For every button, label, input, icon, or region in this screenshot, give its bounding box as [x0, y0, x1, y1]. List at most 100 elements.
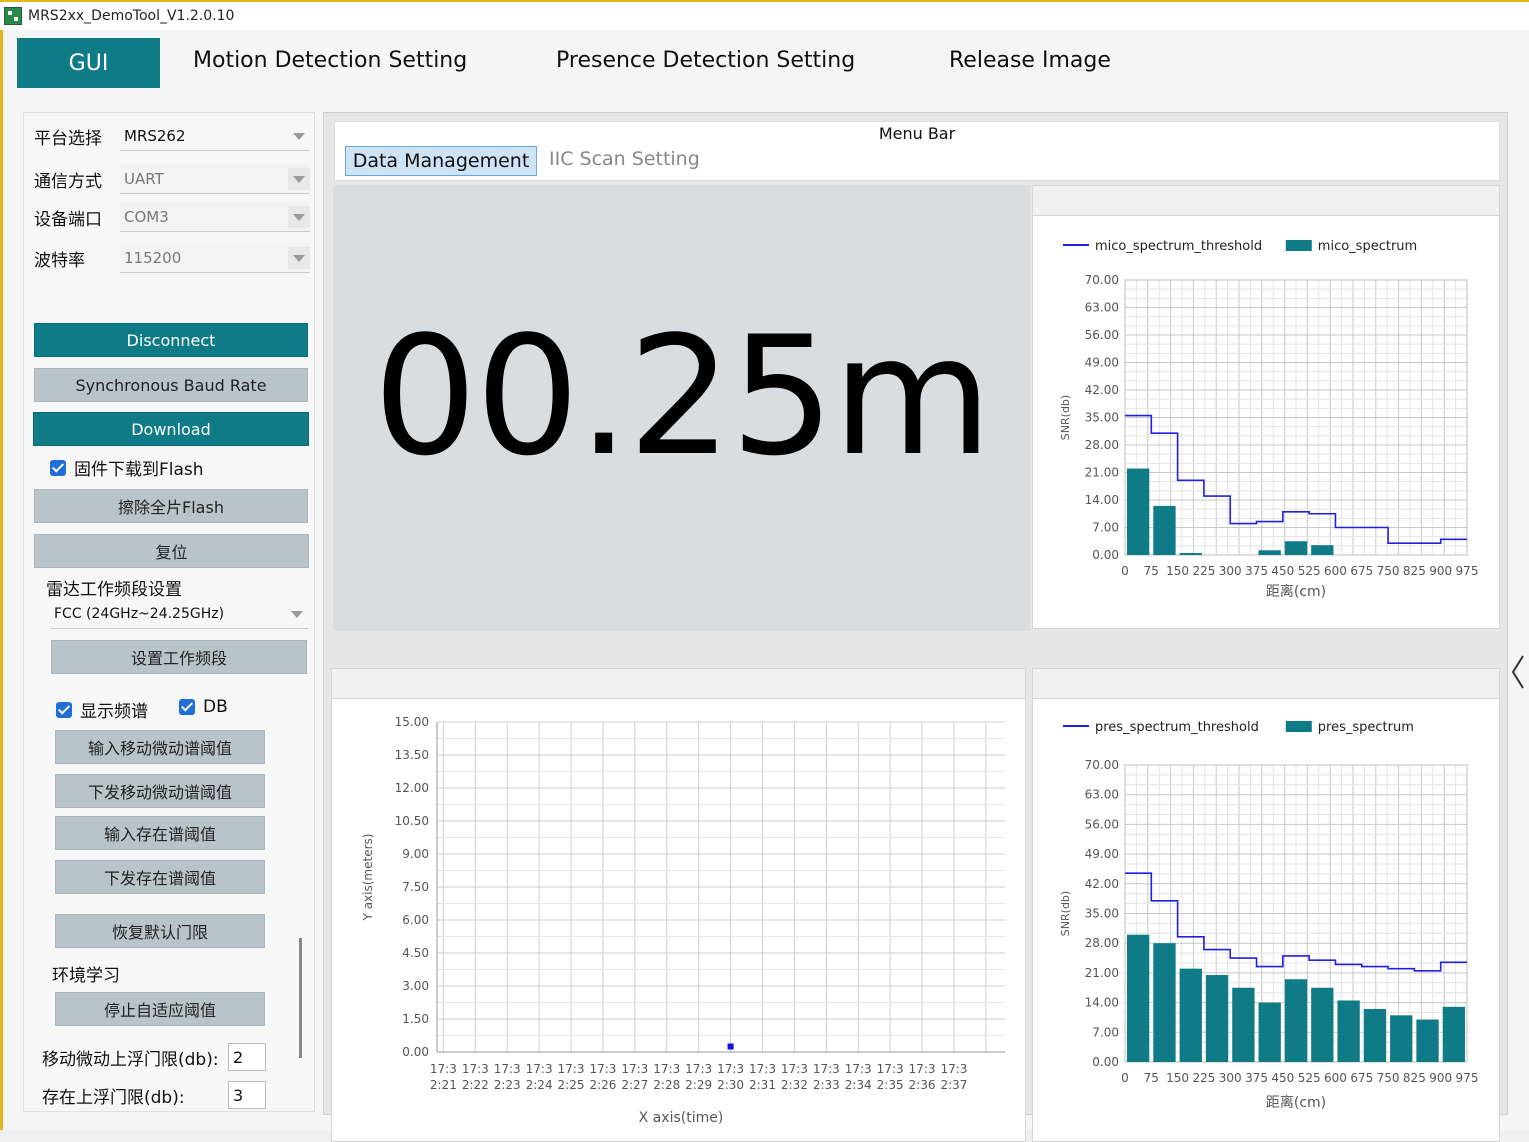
sync-baud-button[interactable]: Synchronous Baud Rate — [34, 368, 308, 402]
flash-checkbox-label: 固件下载到Flash — [74, 460, 204, 480]
chevron-down-icon — [286, 603, 308, 625]
flash-checkbox[interactable]: 固件下载到Flash — [50, 455, 204, 480]
y-tick-label: 0.00 — [1092, 1055, 1119, 1069]
spectrum-bar — [1363, 1008, 1387, 1062]
spectrum-bar — [1258, 1002, 1281, 1062]
send-motion-threshold-button[interactable]: 下发移动微动谱阈值 — [55, 774, 265, 808]
x-tick-label-minute: 2:29 — [685, 1078, 712, 1092]
x-tick-label-hour: 17:3 — [462, 1062, 489, 1076]
stop-adaptive-button[interactable]: 停止自适应阈值 — [55, 992, 265, 1026]
x-axis-label: X axis(time) — [639, 1110, 724, 1126]
tab-motion-detection[interactable]: Motion Detection Setting — [193, 48, 468, 73]
reset-button[interactable]: 复位 — [34, 534, 309, 568]
spectrum-bar — [1179, 968, 1202, 1062]
port-label: 设备端口 — [34, 209, 102, 230]
erase-flash-button[interactable]: 擦除全片Flash — [34, 489, 308, 523]
x-tick-label-minute: 2:32 — [781, 1078, 808, 1092]
download-button[interactable]: Download — [33, 412, 309, 446]
tab-iic-scan[interactable]: IIC Scan Setting — [549, 148, 700, 170]
x-tick-label-hour: 17:3 — [558, 1062, 585, 1076]
y-tick-label: 10.50 — [395, 814, 429, 828]
spectrum-bar — [1153, 943, 1176, 1062]
x-tick-label: 975 — [1456, 1071, 1479, 1085]
spectrum-bar — [1390, 1015, 1413, 1062]
chart-header — [1033, 669, 1499, 699]
x-tick-label: 75 — [1144, 564, 1159, 578]
y-tick-label: 6.00 — [402, 913, 429, 927]
x-tick-label: 0 — [1121, 1071, 1129, 1085]
app-window: GUI Motion Detection Setting Presence De… — [0, 30, 1529, 1142]
chevron-down-icon — [288, 168, 310, 190]
restore-default-button[interactable]: 恢复默认门限 — [55, 914, 265, 948]
y-axis-label: SNR(db) — [1059, 891, 1072, 936]
position-trace-chart: 0.00 1.50 3.00 4.50 6.00 7.50 9.00 10.50 12.00 13… — [361, 715, 1005, 1126]
presence-float-input[interactable]: 3 — [228, 1081, 266, 1109]
x-tick-label: 900 — [1429, 564, 1452, 578]
y-tick-label: 7.00 — [1092, 521, 1119, 535]
show-spectrum-checkbox[interactable]: 显示频谱 — [56, 697, 148, 722]
x-tick-label-hour: 17:3 — [845, 1062, 872, 1076]
x-tick-label-minute: 2:28 — [653, 1078, 680, 1092]
port-select[interactable]: COM3 — [120, 202, 310, 232]
left-scrollbar[interactable] — [299, 938, 302, 1058]
spectrum-bar — [1179, 553, 1202, 555]
tab-data-management[interactable]: Data Management — [345, 146, 537, 176]
x-tick-label: 825 — [1403, 564, 1426, 578]
x-tick-label-minute: 2:34 — [845, 1078, 872, 1092]
left-control-panel: 平台选择 MRS262 通信方式 UART 设备端口 COM3 波特率 1152… — [23, 112, 315, 1112]
trace-point — [727, 1043, 734, 1050]
x-tick-label-hour: 17:3 — [781, 1062, 808, 1076]
x-tick-label: 225 — [1192, 1071, 1215, 1085]
platform-value: MRS262 — [124, 126, 186, 145]
disconnect-button[interactable]: Disconnect — [34, 323, 308, 357]
spectrum-bar — [1311, 545, 1334, 555]
title-bar: MRS2xx_DemoTool_V1.2.0.10 — [0, 0, 1529, 30]
tab-gui[interactable]: GUI — [17, 38, 160, 88]
spectrum-bar — [1284, 979, 1308, 1062]
x-tick-label: 450 — [1271, 564, 1294, 578]
y-tick-label: 9.00 — [402, 847, 429, 861]
y-axis-label: Y axis(meters) — [361, 834, 375, 922]
x-tick-label-hour: 17:3 — [940, 1062, 967, 1076]
x-tick-label: 225 — [1192, 564, 1215, 578]
set-band-button[interactable]: 设置工作频段 — [51, 640, 307, 674]
input-presence-threshold-button[interactable]: 输入存在谱阈值 — [55, 816, 265, 850]
motion-float-input[interactable]: 2 — [228, 1043, 266, 1071]
x-tick-label: 600 — [1324, 1071, 1347, 1085]
x-tick-label: 975 — [1456, 564, 1479, 578]
threshold-line — [1125, 414, 1467, 545]
spectrum-bar — [1232, 987, 1255, 1062]
y-tick-label: 4.50 — [402, 946, 429, 960]
platform-select[interactable]: MRS262 — [120, 121, 310, 151]
band-select[interactable]: FCC (24GHz~24.25GHz) — [50, 599, 308, 629]
x-tick-label-minute: 2:25 — [558, 1078, 585, 1092]
tab-release-image[interactable]: Release Image — [949, 48, 1111, 73]
x-tick-label-hour: 17:3 — [526, 1062, 553, 1076]
x-tick-label-minute: 2:35 — [877, 1078, 904, 1092]
x-tick-label-hour: 17:3 — [494, 1062, 521, 1076]
presence-float-label: 存在上浮门限(db): — [42, 1088, 185, 1108]
x-tick-label: 300 — [1219, 564, 1242, 578]
x-tick-label: 75 — [1144, 1071, 1159, 1085]
send-presence-threshold-button[interactable]: 下发存在谱阈值 — [55, 860, 265, 894]
db-checkbox[interactable]: DB — [179, 697, 228, 717]
x-tick-label: 450 — [1271, 1071, 1294, 1085]
spectrum-bar — [1258, 550, 1281, 555]
x-tick-label-minute: 2:36 — [909, 1078, 936, 1092]
distance-value: 00.25m — [373, 301, 992, 492]
baud-select[interactable]: 115200 — [120, 243, 310, 273]
pres-spectrum-panel: pres_spectrum_threshold pres_spectrum 0.00… — [1032, 668, 1500, 1142]
spectrum-bar — [1153, 505, 1176, 555]
x-tick-label: 675 — [1350, 1071, 1373, 1085]
y-tick-label: 14.00 — [1085, 493, 1119, 507]
comm-select[interactable]: UART — [120, 164, 310, 194]
collapse-chevron-left-icon[interactable] — [1509, 652, 1529, 692]
input-motion-threshold-button[interactable]: 输入移动微动谱阈值 — [55, 730, 265, 764]
position-trace-panel: 0.00 1.50 3.00 4.50 6.00 7.50 9.00 10.50 12.00 13… — [331, 668, 1026, 1142]
tab-presence-detection[interactable]: Presence Detection Setting — [556, 48, 856, 73]
y-tick-label: 7.00 — [1092, 1025, 1119, 1039]
y-tick-label: 21.00 — [1085, 966, 1119, 980]
show-spectrum-label: 显示频谱 — [80, 702, 148, 722]
x-tick-label: 375 — [1245, 564, 1268, 578]
port-value: COM3 — [124, 207, 169, 226]
